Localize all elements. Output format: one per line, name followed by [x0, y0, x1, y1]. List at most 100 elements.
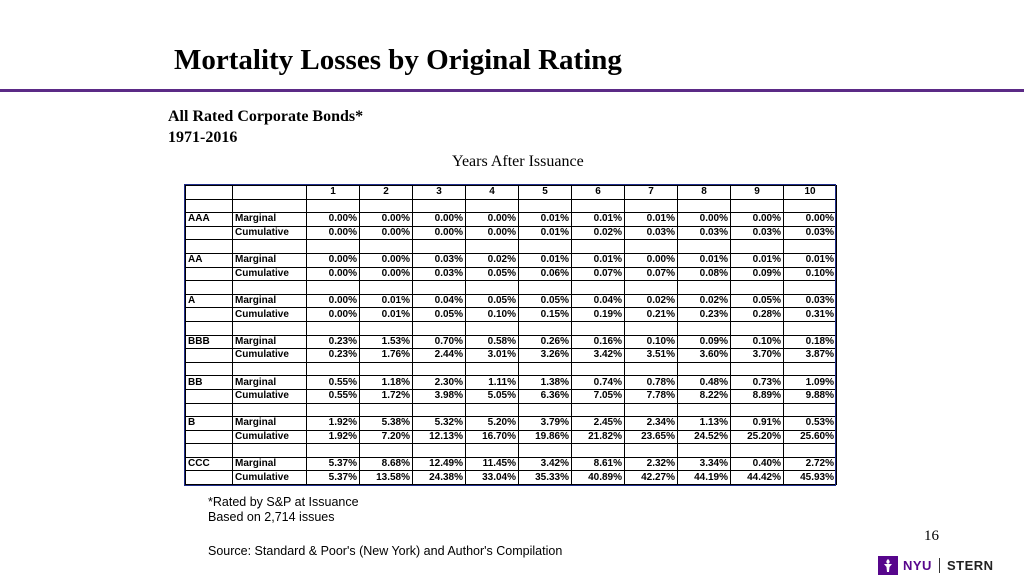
- value-cell: 0.04%: [412, 293, 466, 309]
- value-cell: 0.31%: [783, 307, 837, 322]
- year-header: 8: [677, 185, 731, 200]
- empty-cell: [412, 443, 466, 458]
- footnote-rated: *Rated by S&P at Issuance: [208, 495, 359, 509]
- value-cell: 0.01%: [571, 212, 625, 227]
- spacer-row: [185, 443, 837, 458]
- value-cell: 0.02%: [624, 293, 678, 309]
- empty-cell: [624, 402, 678, 418]
- empty-cell: [518, 361, 572, 377]
- value-cell: 0.00%: [677, 212, 731, 227]
- year-header: 6: [571, 185, 625, 200]
- row-type-label: Cumulative: [232, 307, 307, 322]
- empty-cell: [306, 402, 360, 418]
- value-cell: 0.05%: [518, 293, 572, 309]
- value-cell: 3.98%: [412, 388, 466, 404]
- empty-cell: [730, 198, 784, 214]
- row-type-label: Marginal: [232, 293, 307, 309]
- empty-cell: [783, 198, 837, 214]
- year-header: 1: [306, 185, 360, 200]
- value-cell: 0.03%: [412, 252, 466, 268]
- value-cell: 0.10%: [783, 266, 837, 282]
- value-cell: 12.13%: [412, 429, 466, 445]
- empty-cell: [306, 280, 360, 295]
- empty-cell: [359, 239, 413, 254]
- value-cell: 0.03%: [624, 225, 678, 241]
- empty-cell: [730, 443, 784, 458]
- value-cell: 0.55%: [306, 388, 360, 404]
- empty-cell: [783, 239, 837, 254]
- empty-cell: [185, 443, 233, 458]
- value-cell: 9.88%: [783, 388, 837, 404]
- value-cell: 0.07%: [624, 266, 678, 282]
- years-after-issuance-label: Years After Issuance: [452, 153, 584, 170]
- empty-cell: [571, 443, 625, 458]
- value-cell: 0.23%: [677, 307, 731, 322]
- value-cell: 0.07%: [571, 266, 625, 282]
- empty-cell: [730, 361, 784, 377]
- empty-cell: [185, 320, 233, 336]
- value-cell: 0.01%: [624, 212, 678, 227]
- spacer-row: [185, 280, 837, 295]
- spacer-row: [185, 239, 837, 254]
- empty-cell: [412, 361, 466, 377]
- value-cell: 0.58%: [465, 334, 519, 350]
- value-cell: 24.52%: [677, 429, 731, 445]
- value-cell: 0.02%: [465, 252, 519, 268]
- value-cell: 5.32%: [412, 416, 466, 431]
- value-cell: 0.00%: [359, 212, 413, 227]
- value-cell: 0.03%: [783, 225, 837, 241]
- row-type-label: Marginal: [232, 334, 307, 350]
- table-row: Cumulative 0.00% 0.01% 0.05% 0.10% 0.15% 0.19%…: [185, 307, 837, 322]
- value-cell: 0.40%: [730, 456, 784, 472]
- empty-cell: [677, 239, 731, 254]
- value-cell: 2.34%: [624, 416, 678, 431]
- empty-cell: [465, 361, 519, 377]
- empty-cell: [359, 280, 413, 295]
- value-cell: 8.22%: [677, 388, 731, 404]
- rating-label: BB: [185, 375, 233, 390]
- empty-cell: [185, 348, 233, 363]
- row-type-label: Marginal: [232, 416, 307, 431]
- value-cell: 0.09%: [730, 266, 784, 282]
- value-cell: 44.19%: [677, 470, 731, 486]
- value-cell: 3.51%: [624, 348, 678, 363]
- value-cell: 0.53%: [783, 416, 837, 431]
- empty-cell: [571, 320, 625, 336]
- row-type-label: Cumulative: [232, 225, 307, 241]
- empty-cell: [571, 280, 625, 295]
- value-cell: 0.05%: [412, 307, 466, 322]
- empty-cell: [359, 361, 413, 377]
- row-type-label: Cumulative: [232, 429, 307, 445]
- value-cell: 0.10%: [624, 334, 678, 350]
- row-type-label: Marginal: [232, 252, 307, 268]
- empty-cell: [571, 361, 625, 377]
- value-cell: 0.01%: [783, 252, 837, 268]
- footnote-issues: Based on 2,714 issues: [208, 510, 335, 524]
- value-cell: 45.93%: [783, 470, 837, 486]
- value-cell: 0.16%: [571, 334, 625, 350]
- empty-cell: [571, 402, 625, 418]
- value-cell: 0.05%: [465, 293, 519, 309]
- value-cell: 0.74%: [571, 375, 625, 390]
- empty-cell: [412, 402, 466, 418]
- logo-nyu-text: NYU: [903, 558, 932, 573]
- value-cell: 0.03%: [677, 225, 731, 241]
- value-cell: 0.03%: [783, 293, 837, 309]
- value-cell: 0.03%: [412, 266, 466, 282]
- empty-cell: [412, 320, 466, 336]
- empty-cell: [518, 443, 572, 458]
- empty-cell: [730, 280, 784, 295]
- empty-cell: [359, 443, 413, 458]
- rating-label: AA: [185, 252, 233, 268]
- empty-cell: [571, 198, 625, 214]
- value-cell: 8.89%: [730, 388, 784, 404]
- empty-cell: [783, 280, 837, 295]
- value-cell: 0.02%: [677, 293, 731, 309]
- table-row: Cumulative 0.23% 1.76% 2.44% 3.01% 3.26% 3.42%…: [185, 348, 837, 363]
- spacer-row: [185, 402, 837, 418]
- header-row: 1 2 3 4 5 6 7 8 9 10: [185, 185, 837, 200]
- empty-cell: [624, 198, 678, 214]
- year-header: 7: [624, 185, 678, 200]
- table-row: BB Marginal 0.55% 1.18% 2.30% 1.11% 1.38% 0.74%…: [185, 375, 837, 390]
- value-cell: 0.02%: [571, 225, 625, 241]
